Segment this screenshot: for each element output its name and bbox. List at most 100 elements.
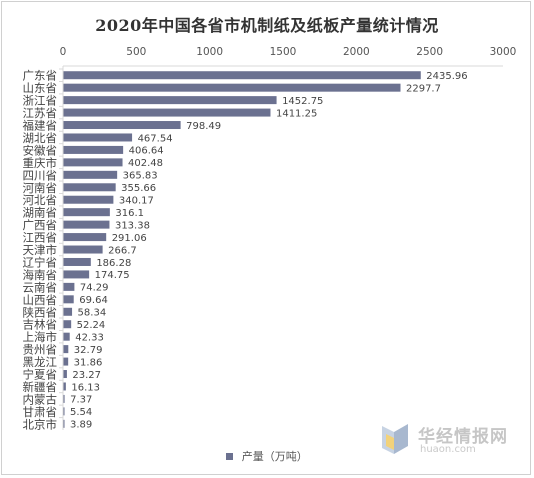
data-label: 58.34 <box>78 308 107 319</box>
data-label: 355.66 <box>121 183 156 194</box>
bar <box>63 96 277 105</box>
category-label: 陕西省 <box>23 305 58 319</box>
category-label: 新疆省 <box>23 380 58 394</box>
category-label: 甘肃省 <box>23 405 58 419</box>
category-label: 海南省 <box>23 268 58 282</box>
watermark-url: huaon.com <box>420 444 476 455</box>
bar <box>63 332 70 341</box>
data-label: 52.24 <box>77 320 106 331</box>
data-label: 69.64 <box>79 295 108 306</box>
data-label: 406.64 <box>129 146 164 157</box>
watermark-logo: 华经情报网 huaon.com <box>380 420 520 460</box>
watermark-brand: 华经情报网 <box>418 427 508 447</box>
data-label: 291.06 <box>112 233 147 244</box>
bar <box>63 220 110 229</box>
category-label: 辽宁省 <box>23 255 58 269</box>
data-label: 7.37 <box>70 395 92 406</box>
data-label: 16.13 <box>71 382 100 393</box>
category-label: 重庆市 <box>23 156 58 170</box>
bar <box>63 407 65 416</box>
data-label: 74.29 <box>80 283 109 294</box>
bar <box>63 71 421 80</box>
data-label: 340.17 <box>119 196 154 207</box>
bar <box>63 208 110 217</box>
bar <box>63 382 66 391</box>
bar <box>63 233 107 242</box>
category-label: 北京市 <box>23 417 58 431</box>
data-label: 3.89 <box>70 420 92 431</box>
data-label: 402.48 <box>128 158 163 169</box>
data-label: 1411.25 <box>276 108 317 119</box>
data-label: 186.28 <box>96 258 131 269</box>
category-label: 山西省 <box>23 293 58 307</box>
data-label: 316.1 <box>115 208 144 219</box>
bar <box>63 307 73 316</box>
category-label: 吉林省 <box>23 318 58 332</box>
category-label: 河北省 <box>23 193 58 207</box>
bar <box>63 295 74 304</box>
data-label: 467.54 <box>138 133 173 144</box>
bar <box>63 183 116 192</box>
x-tick-label: 1500 <box>270 46 297 58</box>
bar <box>63 121 181 130</box>
chart-title: 2020年中国各省市机制纸及纸板产量统计情况 <box>95 16 439 35</box>
category-label: 江苏省 <box>23 106 58 120</box>
category-label: 内蒙古 <box>23 392 58 406</box>
bar <box>63 419 65 428</box>
category-label: 湖南省 <box>23 206 58 220</box>
data-label: 798.49 <box>186 121 221 132</box>
x-tick-label: 3000 <box>490 46 517 58</box>
x-tick-label: 0 <box>60 46 67 58</box>
data-label: 23.27 <box>72 370 101 381</box>
category-label: 河南省 <box>23 181 58 195</box>
category-label: 广西省 <box>23 218 58 232</box>
category-label: 广东省 <box>23 69 58 83</box>
bar <box>63 158 123 167</box>
legend-label: 产量（万吨） <box>241 450 308 463</box>
category-label: 天津市 <box>23 243 58 257</box>
bar <box>63 108 271 117</box>
bar <box>63 170 118 179</box>
bar <box>63 133 133 142</box>
data-label: 32.79 <box>74 345 103 356</box>
data-label: 365.83 <box>123 171 158 182</box>
data-label: 266.7 <box>108 245 137 256</box>
data-label: 5.54 <box>70 407 92 418</box>
bar <box>63 83 401 92</box>
category-label: 贵州省 <box>23 343 58 357</box>
bar <box>63 245 103 254</box>
data-label: 174.75 <box>95 270 130 281</box>
bar <box>63 370 67 379</box>
legend: 产量（万吨） <box>0 448 534 464</box>
x-tick-label: 2000 <box>343 46 370 58</box>
bar <box>63 282 75 291</box>
data-label: 31.86 <box>74 357 103 368</box>
data-label: 1452.75 <box>282 96 323 107</box>
x-tick-label: 2500 <box>416 46 443 58</box>
category-label: 山东省 <box>23 81 58 95</box>
data-label: 42.33 <box>75 332 104 343</box>
bar <box>63 145 124 154</box>
category-label: 浙江省 <box>23 94 58 108</box>
category-label: 上海市 <box>23 330 58 344</box>
watermark-emblem-icon <box>382 424 408 454</box>
bar <box>63 394 65 403</box>
bar <box>63 357 69 366</box>
x-tick-label: 1000 <box>196 46 223 58</box>
category-label: 福建省 <box>23 119 58 133</box>
x-tick-label: 500 <box>126 46 146 58</box>
category-label: 云南省 <box>23 280 58 294</box>
bar <box>63 195 114 204</box>
category-label: 四川省 <box>23 168 58 182</box>
data-label: 2297.7 <box>406 83 441 94</box>
bar <box>63 345 69 354</box>
data-label: 313.38 <box>115 220 150 231</box>
bar <box>63 270 90 279</box>
category-label: 宁夏省 <box>23 368 58 382</box>
category-label: 黑龙江 <box>23 355 58 369</box>
bar <box>63 257 91 266</box>
data-label: 2435.96 <box>426 71 467 82</box>
bar <box>63 320 72 329</box>
category-label: 江西省 <box>23 231 58 245</box>
